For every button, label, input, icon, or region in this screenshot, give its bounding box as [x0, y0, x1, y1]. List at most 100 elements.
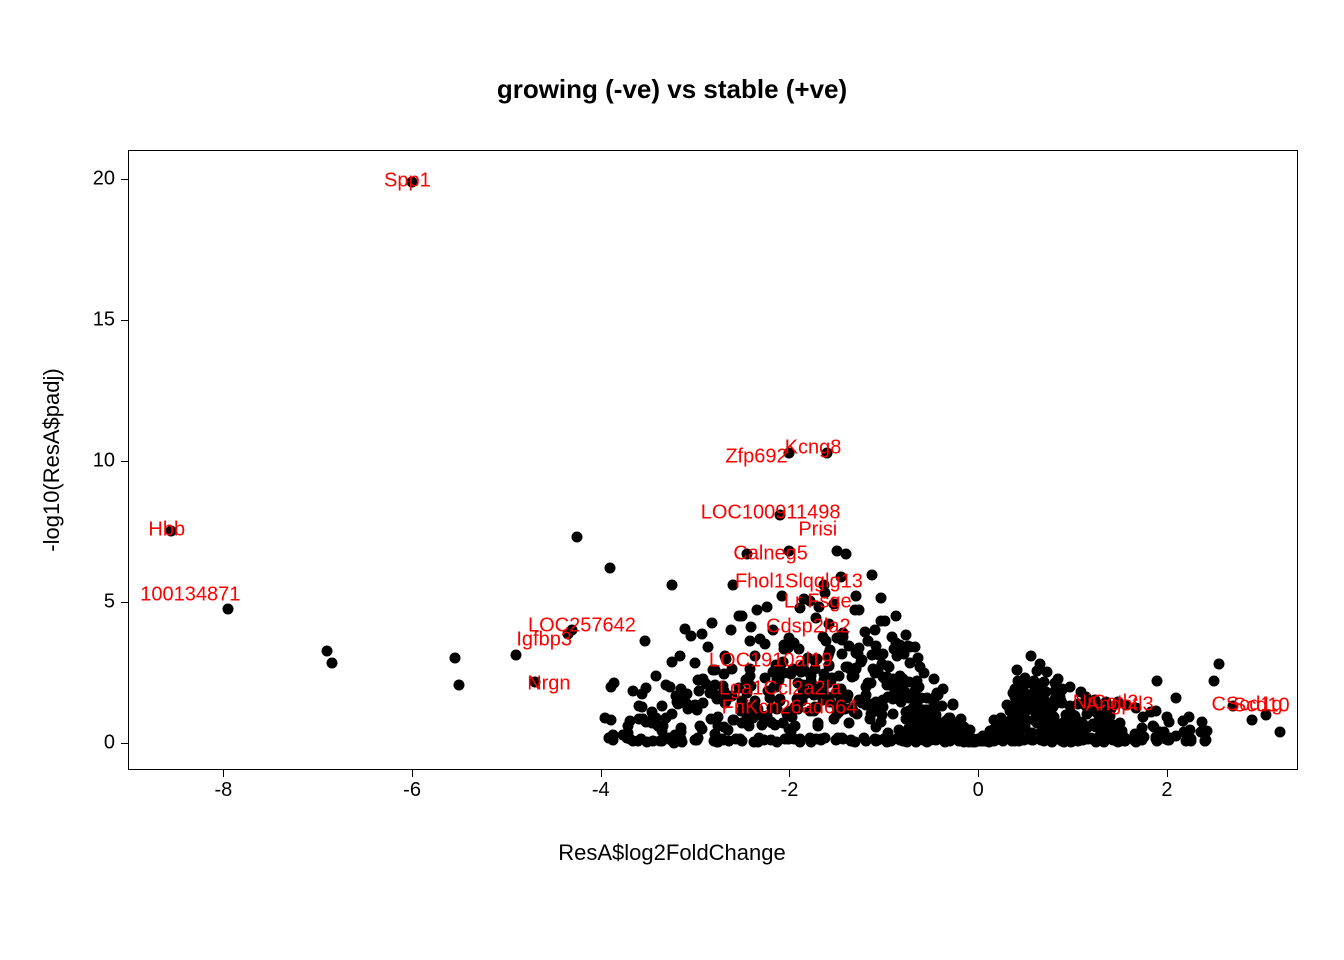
- data-point: [1150, 705, 1161, 716]
- data-point: [1130, 702, 1141, 713]
- data-point: [1260, 709, 1271, 720]
- data-point: [833, 671, 844, 682]
- data-point: [322, 646, 333, 657]
- data-point: [844, 641, 855, 652]
- data-point: [867, 569, 878, 580]
- x-tick-label: -4: [592, 779, 610, 802]
- data-point: [841, 549, 852, 560]
- y-axis-label: -log10(ResA$padj): [39, 368, 65, 551]
- data-point: [636, 688, 647, 699]
- x-tick: [978, 769, 979, 777]
- data-point: [850, 664, 861, 675]
- x-tick-label: -2: [781, 779, 799, 802]
- x-axis-label: ResA$log2FoldChange: [0, 840, 1344, 866]
- x-tick-label: 0: [973, 779, 984, 802]
- data-point: [693, 685, 704, 696]
- data-point: [1246, 715, 1257, 726]
- data-point: [860, 736, 871, 747]
- data-point: [1053, 674, 1064, 685]
- data-point: [805, 671, 816, 682]
- y-tick-label: 15: [93, 309, 115, 332]
- data-point: [1025, 650, 1036, 661]
- x-tick-label: -6: [403, 779, 421, 802]
- data-point: [1199, 735, 1210, 746]
- y-tick: [121, 179, 129, 180]
- data-point: [166, 526, 177, 537]
- data-point: [697, 697, 708, 708]
- y-tick: [121, 743, 129, 744]
- data-point: [768, 625, 779, 636]
- x-tick: [1167, 769, 1168, 777]
- gene-label: CScd1g: [1212, 693, 1283, 716]
- data-point: [1047, 715, 1058, 726]
- gene-label: LOC100911498: [701, 502, 841, 525]
- data-point: [1213, 658, 1224, 669]
- data-point: [1064, 682, 1075, 693]
- x-tick-label: 2: [1161, 779, 1172, 802]
- data-point: [326, 657, 337, 668]
- y-tick-label: 20: [93, 168, 115, 191]
- y-tick-label: 0: [104, 731, 115, 754]
- data-point: [792, 678, 803, 689]
- data-point: [697, 673, 708, 684]
- data-point: [890, 610, 901, 621]
- data-point: [657, 701, 668, 712]
- data-point: [784, 447, 795, 458]
- data-point: [875, 593, 886, 604]
- data-point: [718, 680, 729, 691]
- data-point: [774, 695, 785, 706]
- data-point: [1275, 726, 1286, 737]
- data-point: [1171, 730, 1182, 741]
- data-point: [727, 580, 738, 591]
- gene-label: LOC257642: [528, 614, 636, 637]
- data-point: [1076, 718, 1087, 729]
- y-tick: [121, 320, 129, 321]
- data-point: [1162, 711, 1173, 722]
- x-tick: [223, 769, 224, 777]
- data-point: [703, 642, 714, 653]
- data-point: [633, 713, 644, 724]
- data-point: [775, 509, 786, 520]
- data-point: [737, 718, 748, 729]
- x-tick-label: -8: [214, 779, 232, 802]
- data-point: [1181, 735, 1192, 746]
- data-point: [1056, 695, 1067, 706]
- data-point: [726, 624, 737, 635]
- data-point: [666, 580, 677, 591]
- data-point: [851, 591, 862, 602]
- data-point: [794, 602, 805, 613]
- data-point: [572, 532, 583, 543]
- data-point: [745, 670, 756, 681]
- data-point: [605, 563, 616, 574]
- data-point: [838, 628, 849, 639]
- data-point: [947, 699, 958, 710]
- data-point: [819, 579, 830, 590]
- data-point: [608, 677, 619, 688]
- data-point: [784, 546, 795, 557]
- data-point: [928, 674, 939, 685]
- data-point: [562, 629, 573, 640]
- data-point: [1131, 737, 1142, 748]
- data-point: [759, 734, 770, 745]
- data-point: [905, 642, 916, 653]
- y-tick: [121, 602, 129, 603]
- data-point: [832, 733, 843, 744]
- data-point: [932, 688, 943, 699]
- data-point: [822, 447, 833, 458]
- data-point: [794, 644, 805, 655]
- data-point: [884, 692, 895, 703]
- data-point: [877, 710, 888, 721]
- data-point: [813, 602, 824, 613]
- chart-title: growing (-ve) vs stable (+ve): [0, 74, 1344, 105]
- data-point: [1152, 675, 1163, 686]
- data-point: [690, 734, 701, 745]
- data-point: [793, 703, 804, 714]
- data-point: [1209, 675, 1220, 686]
- data-point: [707, 617, 718, 628]
- data-point: [804, 596, 815, 607]
- data-point: [449, 653, 460, 664]
- data-point: [888, 708, 899, 719]
- data-point: [1184, 712, 1195, 723]
- data-point: [407, 177, 418, 188]
- data-point: [681, 689, 692, 700]
